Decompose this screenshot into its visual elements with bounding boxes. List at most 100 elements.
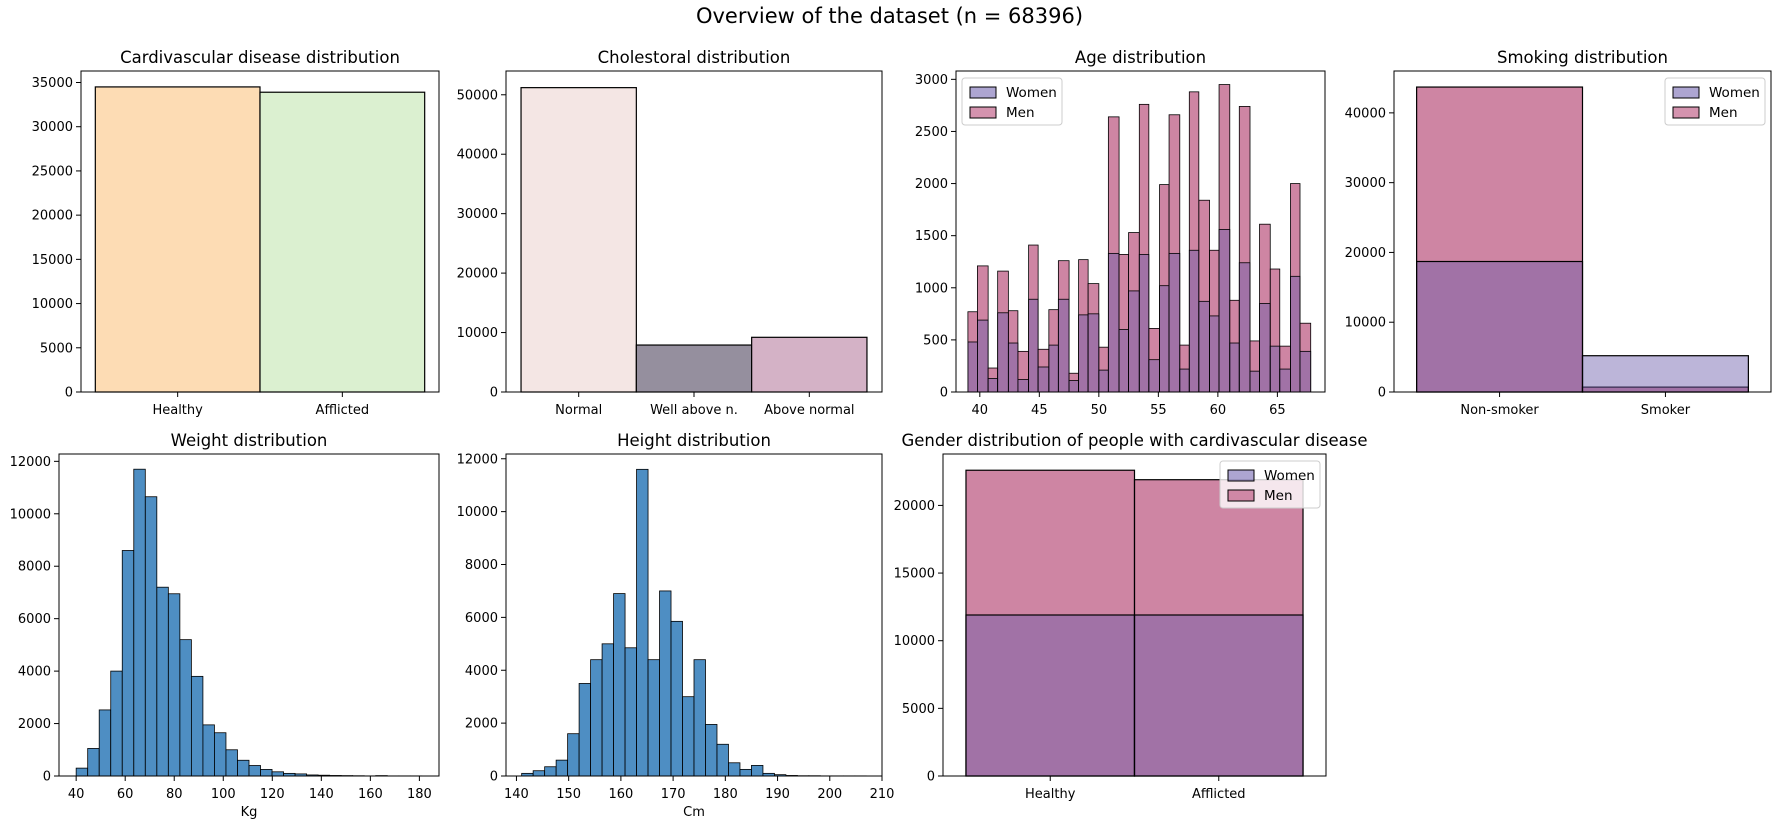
legend-label-women: Women	[1006, 85, 1057, 101]
y-tick-label: 50000	[457, 88, 498, 103]
hist-bar	[659, 590, 672, 777]
hist-bar	[590, 659, 603, 777]
x-tick-label: 140	[504, 787, 529, 802]
y-tick-label: 20000	[32, 209, 73, 224]
bar-women	[1249, 370, 1260, 393]
bar-women	[1198, 300, 1210, 393]
bar-women	[1259, 303, 1271, 393]
x-tick-label: 160	[608, 787, 633, 802]
y-tick-label: 20000	[1345, 246, 1386, 261]
y-tick-label: 4000	[18, 665, 51, 680]
hist-bar	[87, 748, 100, 777]
hist-bar	[260, 769, 273, 777]
y-tick-label: 0	[940, 386, 948, 401]
x-tick-label: 65	[1269, 403, 1286, 418]
y-tick-label: 6000	[465, 611, 498, 626]
hist-bar	[739, 768, 752, 777]
axes-title: Cardivascular disease distribution	[120, 48, 400, 67]
bar-women	[1028, 298, 1039, 393]
y-tick-label: 8000	[465, 558, 498, 573]
bar-women	[977, 319, 989, 393]
y-tick-label: 8000	[18, 560, 51, 575]
y-tick-label: 10000	[457, 326, 498, 341]
y-tick-label: 0	[490, 770, 498, 785]
hist-bar	[237, 759, 250, 777]
bar-women	[1128, 290, 1140, 393]
bar-well-above-n-	[635, 344, 753, 393]
chart-smoke: 0 10000 20000 30000 40000 Non-smoker Smoker Smo…	[1345, 48, 1772, 418]
bar-men	[1133, 479, 1304, 777]
hist-bar	[613, 593, 626, 777]
legend-swatch-men	[1672, 106, 1700, 119]
bar-women	[1218, 229, 1231, 393]
bar-women	[1148, 359, 1160, 393]
legend-swatch-women	[1672, 86, 1700, 99]
legend: Women Men	[1219, 460, 1321, 509]
hist-bar	[544, 766, 557, 777]
y-tick-label: 4000	[465, 664, 498, 679]
chart-weight: 40 60 80 100 120 140 160 180 0 2000 4000 6000 8000 10…	[10, 431, 440, 820]
x-tick-label: 180	[407, 787, 432, 802]
axes-frame	[1393, 70, 1772, 393]
x-tick-label: Above normal	[764, 403, 854, 418]
axes-title: Cholestoral distribution	[598, 48, 791, 67]
y-tick-label: 10000	[10, 507, 51, 522]
bar-women	[1007, 342, 1019, 393]
legend-label-men: Men	[1264, 488, 1293, 504]
x-tick-label: 80	[166, 787, 183, 802]
y-tick-label: 0	[1378, 386, 1386, 401]
legend-label-women: Women	[1264, 468, 1315, 484]
x-tick-label: Smoker	[1641, 403, 1691, 418]
chart-chol: 0 10000 20000 30000 40000 50000 Normal Well abo…	[457, 48, 883, 418]
y-tick-label: 3000	[915, 73, 948, 88]
legend: Women Men	[1664, 77, 1766, 126]
x-axis-label: Kg	[241, 805, 258, 820]
x-tick-label: 150	[556, 787, 581, 802]
x-tick-label: Well above n.	[650, 403, 738, 418]
bar-women	[1168, 252, 1181, 393]
bar-afflicted	[259, 91, 426, 393]
axes-frame	[942, 453, 1327, 777]
x-tick-label: 190	[765, 787, 790, 802]
x-tick-label: Healthy	[152, 403, 203, 418]
y-tick-label: 0	[65, 386, 73, 401]
y-tick-label: 30000	[457, 207, 498, 222]
bar-women	[1107, 252, 1120, 393]
bar-women	[987, 378, 999, 393]
y-tick-label: 15000	[32, 253, 73, 268]
hist-bar	[98, 709, 112, 777]
chart-height: 140 150 160 170 180 190 200 210 0 2000 4000 6000 800…	[457, 431, 895, 820]
hist-bar	[751, 765, 764, 777]
bar-women	[1299, 350, 1312, 393]
x-tick-label: 200	[817, 787, 842, 802]
y-tick-label: 40000	[1345, 106, 1386, 121]
bar-women	[1290, 275, 1301, 393]
y-tick-label: 5000	[902, 702, 935, 717]
bar-women	[1416, 260, 1584, 393]
legend-label-women: Women	[1709, 85, 1760, 101]
axes-title: Height distribution	[617, 431, 771, 450]
axes-title: Gender distribution of people with cardi…	[901, 431, 1367, 450]
x-tick-label: 50	[1091, 403, 1108, 418]
bar-women	[1209, 315, 1220, 393]
y-tick-label: 10000	[32, 297, 73, 312]
chart-age: 40 45 50 55 60 65 0 500 1000 1500 2000 2500 3000 Age …	[915, 48, 1326, 418]
bar-above-normal	[751, 336, 868, 393]
bar-women	[1581, 355, 1749, 393]
y-tick-label: 30000	[1345, 176, 1386, 191]
chart-cardio: 0 5000 10000 15000 20000 25000 30000 35000 Healt…	[32, 48, 440, 418]
y-tick-label: 1000	[915, 281, 948, 296]
y-tick-label: 10000	[457, 505, 498, 520]
x-tick-label: 40	[68, 787, 85, 802]
x-tick-label: 180	[713, 787, 738, 802]
hist-bar	[156, 586, 169, 777]
legend-label-men: Men	[1709, 105, 1738, 121]
x-tick-label: 160	[358, 787, 383, 802]
x-tick-label: 210	[870, 787, 895, 802]
hist-bar	[716, 743, 729, 777]
bar-women	[1133, 614, 1304, 777]
hist-bar	[682, 696, 695, 777]
hist-bar	[693, 659, 706, 777]
y-tick-label: 40000	[457, 148, 498, 163]
axes-title: Age distribution	[1075, 48, 1206, 67]
